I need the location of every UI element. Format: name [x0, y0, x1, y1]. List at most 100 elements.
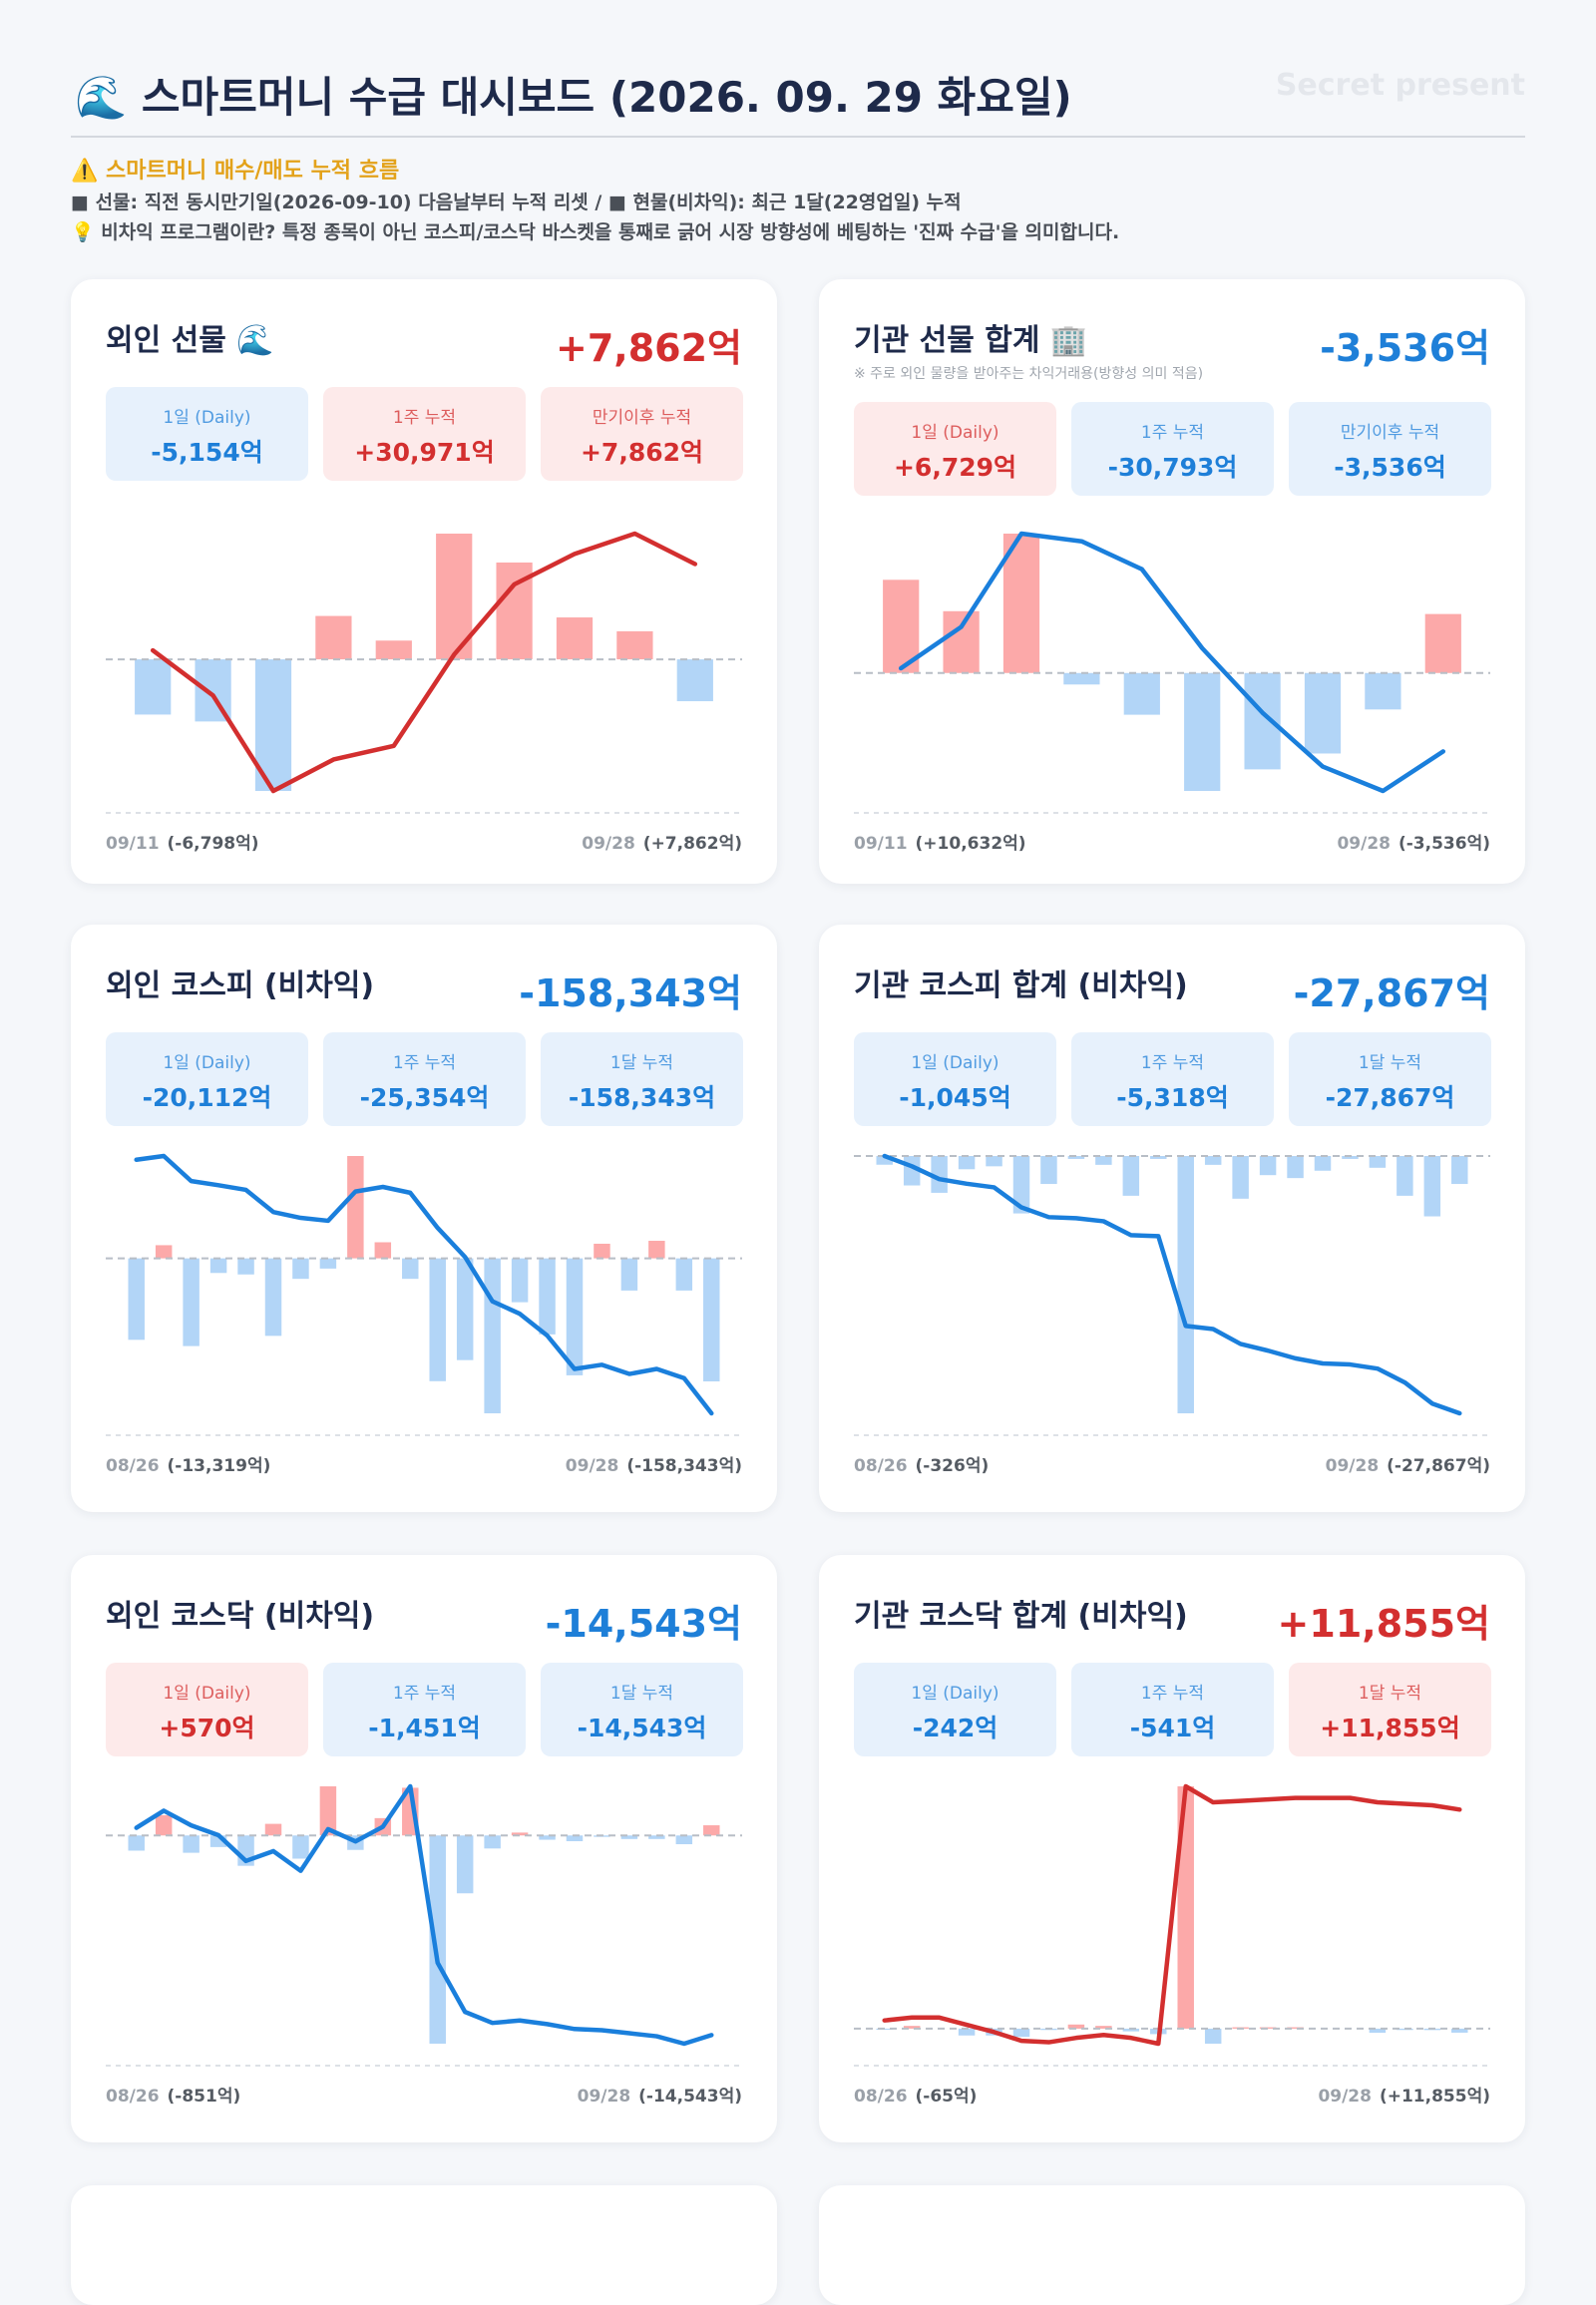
bar — [616, 630, 653, 660]
bar — [1184, 672, 1221, 791]
notice: ⚠️ 스마트머니 매수/매도 누적 흐름 — [71, 159, 400, 184]
bar — [1369, 2028, 1387, 2034]
stat-value: +7,862억 — [580, 438, 704, 467]
stat-label: 1주 누적 — [1140, 1684, 1205, 1704]
divider — [71, 136, 1525, 138]
chart — [854, 531, 1490, 814]
footer-value: (-851억) — [167, 2087, 241, 2107]
bar — [1369, 1156, 1387, 1168]
card: 외인 코스피 (비차익) -158,343억 1일 (Daily) -20,112억 1… — [71, 925, 777, 1512]
cumulative-line — [150, 531, 698, 794]
stat-box: 1주 누적 -1,451억 — [323, 1663, 526, 1756]
bar — [539, 1258, 556, 1335]
stat-box: 1일 (Daily) -20,112억 — [106, 1032, 308, 1126]
bar — [958, 2028, 976, 2036]
stat-label: 1일 (Daily) — [163, 1684, 251, 1704]
footer-date: 09/28 — [582, 834, 635, 854]
bar — [315, 615, 352, 660]
bar — [1177, 1786, 1194, 2029]
bar — [903, 2026, 921, 2029]
bar — [1122, 1156, 1140, 1196]
card: 기관 선물 합계 🏢 ※ 주로 외인 물량을 받아주는 차익거래용(방향성 의미 … — [819, 279, 1525, 884]
bar — [566, 1258, 584, 1375]
headline-value: +7,862억 — [556, 326, 742, 370]
bar — [135, 659, 172, 715]
stat-label: 1주 누적 — [1140, 1053, 1205, 1073]
bar — [128, 1258, 145, 1341]
stat-value: -158,343억 — [568, 1083, 716, 1112]
footer-date: 08/26 — [106, 1456, 160, 1476]
footer-date: 09/28 — [1325, 1456, 1380, 1476]
card: 외인 코스닥 (비차익) -14,543억 1일 (Daily) +570억 1주 누적… — [71, 1555, 777, 2142]
bar — [484, 1835, 501, 1849]
bar — [375, 640, 412, 660]
bar — [943, 610, 980, 673]
footer-date: 09/11 — [106, 834, 160, 854]
chart — [854, 1783, 1490, 2067]
bar — [155, 1815, 173, 1836]
stat-box: 1일 (Daily) +6,729억 — [854, 402, 1056, 496]
footer-value: (-326억) — [915, 1456, 990, 1476]
bar — [264, 1823, 282, 1836]
bar — [1424, 613, 1461, 673]
bar — [675, 1258, 693, 1291]
stat-value: -5,318억 — [1116, 1083, 1229, 1112]
footer-label: 09/11 (-6,798억) — [106, 829, 259, 854]
bar — [648, 1835, 665, 1839]
bar — [292, 1258, 309, 1280]
cumulative-line — [134, 1783, 714, 2047]
card: 기관 코스닥 합계 (비차익) +11,855억 1일 (Daily) -242억 1주… — [819, 1555, 1525, 2142]
footer-label: 09/28 (-158,343억) — [566, 1451, 742, 1476]
stat-box: 1달 누적 -27,867억 — [1289, 1032, 1491, 1126]
bar — [237, 1258, 254, 1275]
page: {"header":{"title":"🌊 스마트머니 수급 대시보드 (202… — [71, 68, 1525, 2142]
bar — [456, 1258, 474, 1360]
headline-value: -3,536억 — [1320, 326, 1490, 370]
bar — [374, 1242, 392, 1259]
headline-value: -14,543억 — [545, 1602, 742, 1646]
headline-value: +11,855억 — [1277, 1602, 1490, 1646]
cumulative-line — [882, 1783, 1462, 2047]
stat-box: 1주 누적 -25,354억 — [323, 1032, 526, 1126]
stat-label: 1달 누적 — [1358, 1684, 1422, 1704]
stat-label: 1달 누적 — [609, 1684, 674, 1704]
card-partial — [819, 2185, 1525, 2305]
stat-box: 1일 (Daily) -1,045억 — [854, 1032, 1056, 1126]
stat-value: +11,855억 — [1320, 1714, 1460, 1742]
bar — [539, 1835, 556, 1840]
stat-label: 만기이후 누적 — [1340, 423, 1440, 443]
stat-box: 만기이후 누적 +7,862억 — [541, 387, 743, 481]
bar — [1451, 2028, 1468, 2033]
footer-label: 09/28 (+7,862억) — [582, 829, 742, 854]
footer-label: 08/26 (-326억) — [854, 1451, 989, 1476]
card: 기관 코스피 합계 (비차익) -27,867억 1일 (Daily) -1,045억… — [819, 925, 1525, 1512]
stat-label: 1일 (Daily) — [911, 1053, 999, 1073]
footer-date: 09/28 — [577, 2087, 631, 2107]
headline-value: -158,343억 — [519, 971, 742, 1015]
stat-box: 1일 (Daily) +570억 — [106, 1663, 308, 1756]
footer-date: 08/26 — [854, 2087, 908, 2107]
bar — [511, 1832, 529, 1836]
bar — [1012, 2028, 1030, 2038]
footer-label: 09/28 (-14,543억) — [578, 2082, 742, 2107]
footer-label: 09/28 (+11,855억) — [1318, 2082, 1490, 2107]
cumulative-line — [882, 1153, 1462, 1416]
footer-date: 08/26 — [106, 2087, 160, 2107]
bar — [264, 1258, 282, 1337]
bar — [1040, 1156, 1057, 1185]
stat-box: 1주 누적 -30,793억 — [1071, 402, 1274, 496]
bar — [183, 1258, 200, 1346]
bar — [209, 1258, 227, 1274]
card-title: 외인 코스닥 (비차익) — [106, 1599, 375, 1634]
stat-value: -25,354억 — [359, 1083, 490, 1112]
footer-value: (+10,632억) — [915, 834, 1026, 854]
cumulative-line — [134, 1153, 714, 1416]
footer-value: (+11,855억) — [1379, 2087, 1490, 2107]
bar — [1095, 1156, 1112, 1165]
bar — [1287, 1156, 1304, 1179]
card-title: 외인 코스피 (비차익) — [106, 968, 375, 1003]
bar — [1012, 1156, 1030, 1214]
stat-box: 1일 (Daily) -242억 — [854, 1663, 1056, 1756]
stat-value: +6,729억 — [893, 453, 1017, 482]
bar — [209, 1835, 227, 1847]
